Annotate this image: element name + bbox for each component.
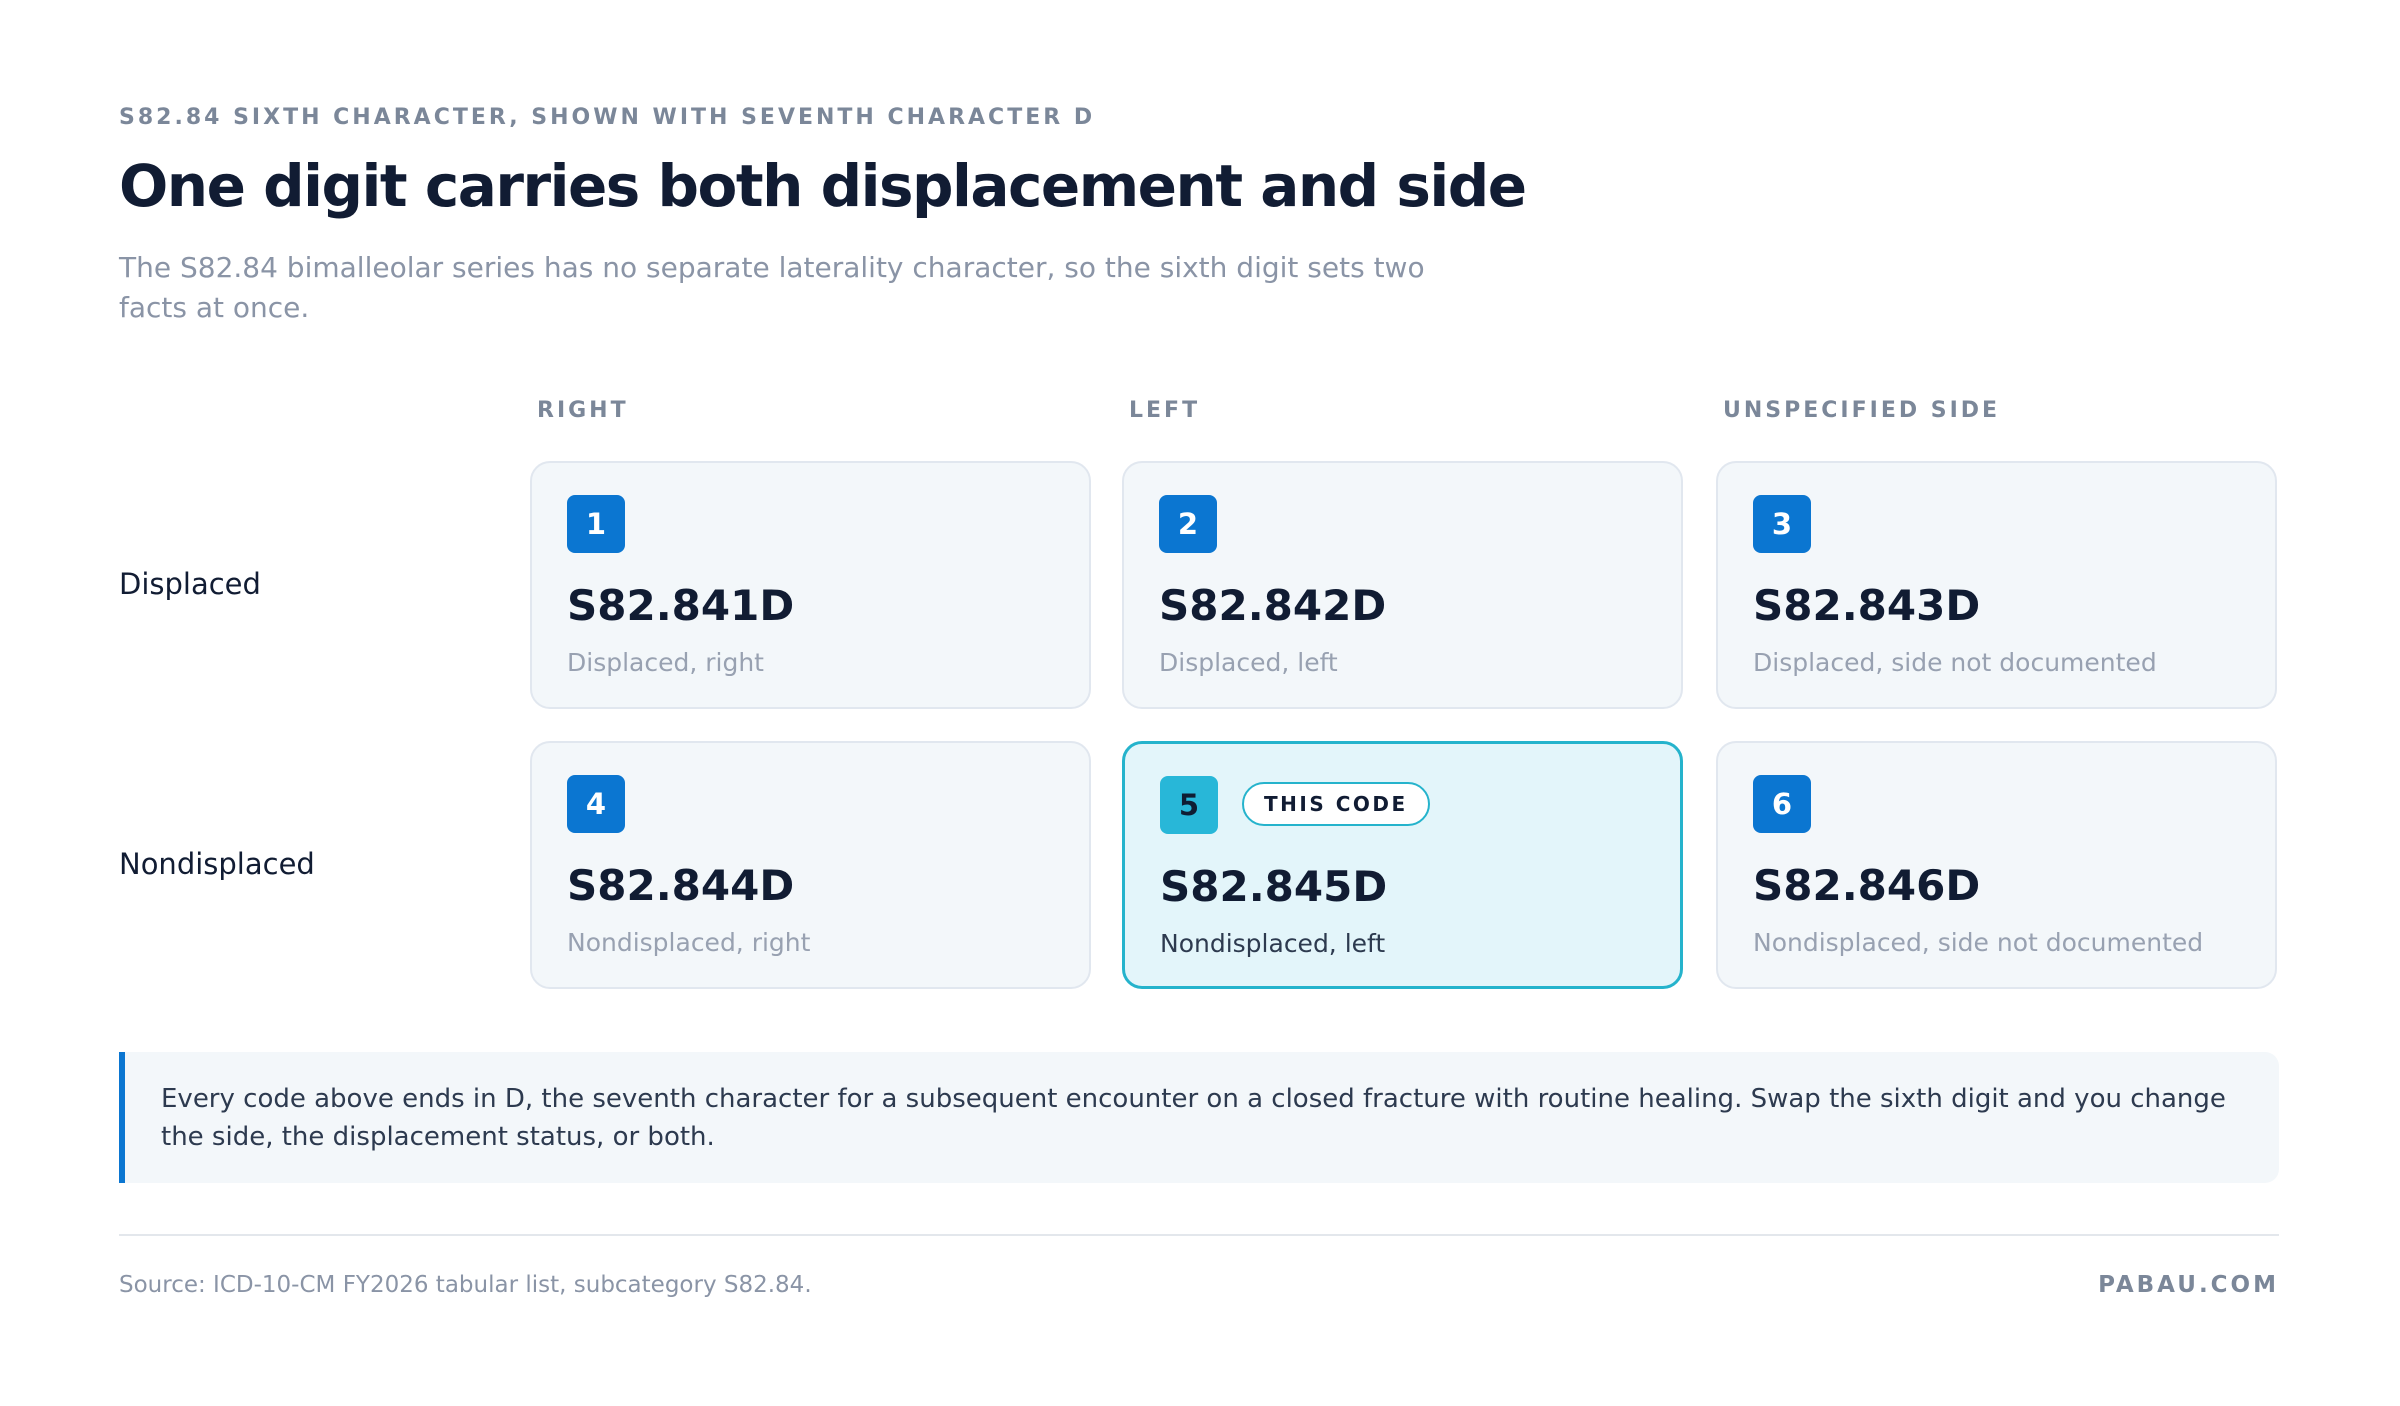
- digit-badge: 6: [1753, 775, 1811, 833]
- row-label: Displaced: [119, 567, 261, 601]
- description: Nondisplaced, right: [567, 928, 811, 957]
- description: Displaced, right: [567, 648, 764, 677]
- code-card: 2 S82.842D Displaced, left: [1122, 461, 1683, 709]
- digit-badge: 5: [1160, 776, 1218, 834]
- code-card: 5 THIS CODE S82.845D Nondisplaced, left: [1122, 741, 1683, 989]
- code-card: 6 S82.846D Nondisplaced, side not document…: [1716, 741, 2277, 989]
- source: Source: ICD-10-CM FY2026 tabular list, s…: [119, 1272, 812, 1298]
- title: One digit carries both displacement and …: [119, 152, 1527, 220]
- subtitle: The S82.84 bimalleolar series has no sep…: [119, 251, 1425, 324]
- digit-badge: 4: [567, 775, 625, 833]
- divider: [119, 1234, 2279, 1236]
- column-header: UNSPECIFIED SIDE: [1723, 398, 2001, 423]
- description: Nondisplaced, left: [1160, 929, 1386, 958]
- row-label: Nondisplaced: [119, 847, 315, 881]
- code-card: 4 S82.844D Nondisplaced, right: [530, 741, 1091, 989]
- digit-badge: 2: [1159, 495, 1217, 553]
- column-header: RIGHT: [537, 398, 629, 423]
- description: Displaced, side not documented: [1753, 648, 2157, 677]
- digit-badge: 3: [1753, 495, 1811, 553]
- code: S82.845D: [1160, 862, 1388, 911]
- note: Every code above ends in D, the seventh …: [119, 1052, 2279, 1183]
- description: Displaced, left: [1159, 648, 1338, 677]
- digit-badge: 1: [567, 495, 625, 553]
- column-header: LEFT: [1129, 398, 1201, 423]
- eyebrow: S82.84 SIXTH CHARACTER, SHOWN WITH SEVEN…: [119, 105, 1096, 130]
- current-tag: THIS CODE: [1242, 782, 1430, 826]
- code: S82.843D: [1753, 581, 1981, 630]
- code: S82.846D: [1753, 861, 1981, 910]
- code: S82.844D: [567, 861, 795, 910]
- code-card: 3 S82.843D Displaced, side not documented: [1716, 461, 2277, 709]
- description: Nondisplaced, side not documented: [1753, 928, 2204, 957]
- code: S82.842D: [1159, 581, 1387, 630]
- code-card: 1 S82.841D Displaced, right: [530, 461, 1091, 709]
- code: S82.841D: [567, 581, 795, 630]
- brand: PABAU.COM: [2098, 1272, 2279, 1298]
